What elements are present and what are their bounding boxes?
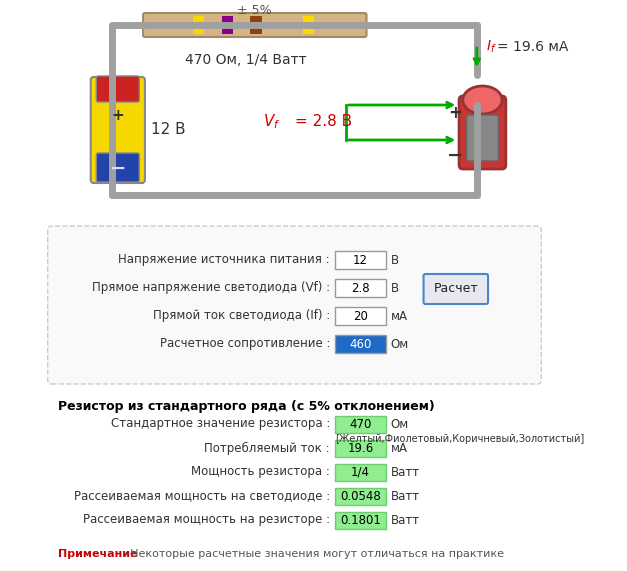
FancyBboxPatch shape (335, 488, 386, 505)
Text: В: В (391, 282, 399, 295)
Text: 20: 20 (353, 309, 368, 323)
Text: мА: мА (391, 309, 408, 323)
Text: Прямое напряжение светодиода (Vf) :: Прямое напряжение светодиода (Vf) : (92, 282, 330, 295)
FancyBboxPatch shape (143, 13, 367, 37)
Text: 2.8: 2.8 (351, 282, 370, 295)
FancyBboxPatch shape (335, 416, 386, 432)
Text: 460: 460 (349, 337, 372, 351)
Text: = 2.8 В: = 2.8 В (295, 115, 352, 130)
Bar (222, 16, 233, 34)
Text: 470: 470 (349, 417, 372, 431)
Bar (193, 16, 204, 34)
Text: Расчет: Расчет (433, 283, 478, 296)
Text: −: − (110, 159, 126, 178)
Text: 19.6: 19.6 (347, 441, 374, 455)
Text: 12: 12 (353, 254, 368, 267)
Text: Резистор из стандартного ряда (с 5% отклонением): Резистор из стандартного ряда (с 5% откл… (58, 400, 435, 413)
FancyBboxPatch shape (97, 153, 139, 182)
Text: 0.0548: 0.0548 (340, 489, 381, 502)
FancyBboxPatch shape (91, 77, 145, 183)
Text: 470 Ом, 1/4 Ватт: 470 Ом, 1/4 Ватт (184, 53, 306, 67)
Text: В: В (391, 254, 399, 267)
FancyBboxPatch shape (466, 115, 498, 161)
Text: +: + (448, 104, 462, 122)
Text: Рассеиваемая мощность на резисторе :: Рассеиваемая мощность на резисторе : (83, 513, 330, 526)
Text: Ватт: Ватт (391, 513, 420, 526)
Text: +: + (112, 107, 124, 123)
FancyBboxPatch shape (335, 512, 386, 529)
Ellipse shape (463, 86, 502, 114)
FancyBboxPatch shape (48, 226, 541, 384)
Text: Примечание: Примечание (58, 549, 141, 559)
Text: 0.1801: 0.1801 (340, 513, 381, 526)
Text: Мощность резистора :: Мощность резистора : (191, 465, 330, 478)
Text: Прямой ток светодиода (If) :: Прямой ток светодиода (If) : (153, 309, 330, 323)
Text: Ватт: Ватт (391, 489, 420, 502)
Text: Потребляемый ток :: Потребляемый ток : (204, 441, 330, 455)
FancyBboxPatch shape (335, 279, 386, 297)
Text: Ом: Ом (391, 337, 409, 351)
FancyBboxPatch shape (335, 335, 386, 353)
FancyBboxPatch shape (335, 440, 386, 456)
FancyBboxPatch shape (459, 96, 506, 169)
Text: мА: мА (391, 441, 408, 455)
FancyBboxPatch shape (97, 76, 139, 102)
Bar (250, 16, 261, 34)
Text: −: − (447, 146, 463, 164)
Text: ± 5%: ± 5% (238, 3, 272, 17)
Text: : Некоторые расчетные значения могут отличаться на практике: : Некоторые расчетные значения могут отл… (124, 549, 504, 559)
Text: Ом: Ом (391, 417, 409, 431)
Text: Рассеиваемая мощность на светодиоде :: Рассеиваемая мощность на светодиоде : (74, 489, 330, 502)
FancyBboxPatch shape (335, 464, 386, 481)
Text: $V_f$: $V_f$ (263, 112, 280, 131)
Text: $I_f$: $I_f$ (486, 39, 497, 55)
Text: [Желтый,Фиолетовый,Коричневый,Золотистый]: [Желтый,Фиолетовый,Коричневый,Золотистый… (335, 435, 584, 444)
Text: Напряжение источника питания :: Напряжение источника питания : (119, 254, 330, 267)
Bar (303, 16, 314, 34)
FancyBboxPatch shape (335, 307, 386, 325)
FancyBboxPatch shape (335, 251, 386, 269)
Text: 1/4: 1/4 (351, 465, 370, 478)
Text: = 19.6 мА: = 19.6 мА (497, 40, 569, 54)
Text: Ватт: Ватт (391, 465, 420, 478)
Text: 12 В: 12 В (152, 123, 186, 138)
Text: Расчетное сопротивление :: Расчетное сопротивление : (159, 337, 330, 351)
Text: Стандартное значение резистора :: Стандартное значение резистора : (111, 417, 330, 431)
FancyBboxPatch shape (424, 274, 488, 304)
